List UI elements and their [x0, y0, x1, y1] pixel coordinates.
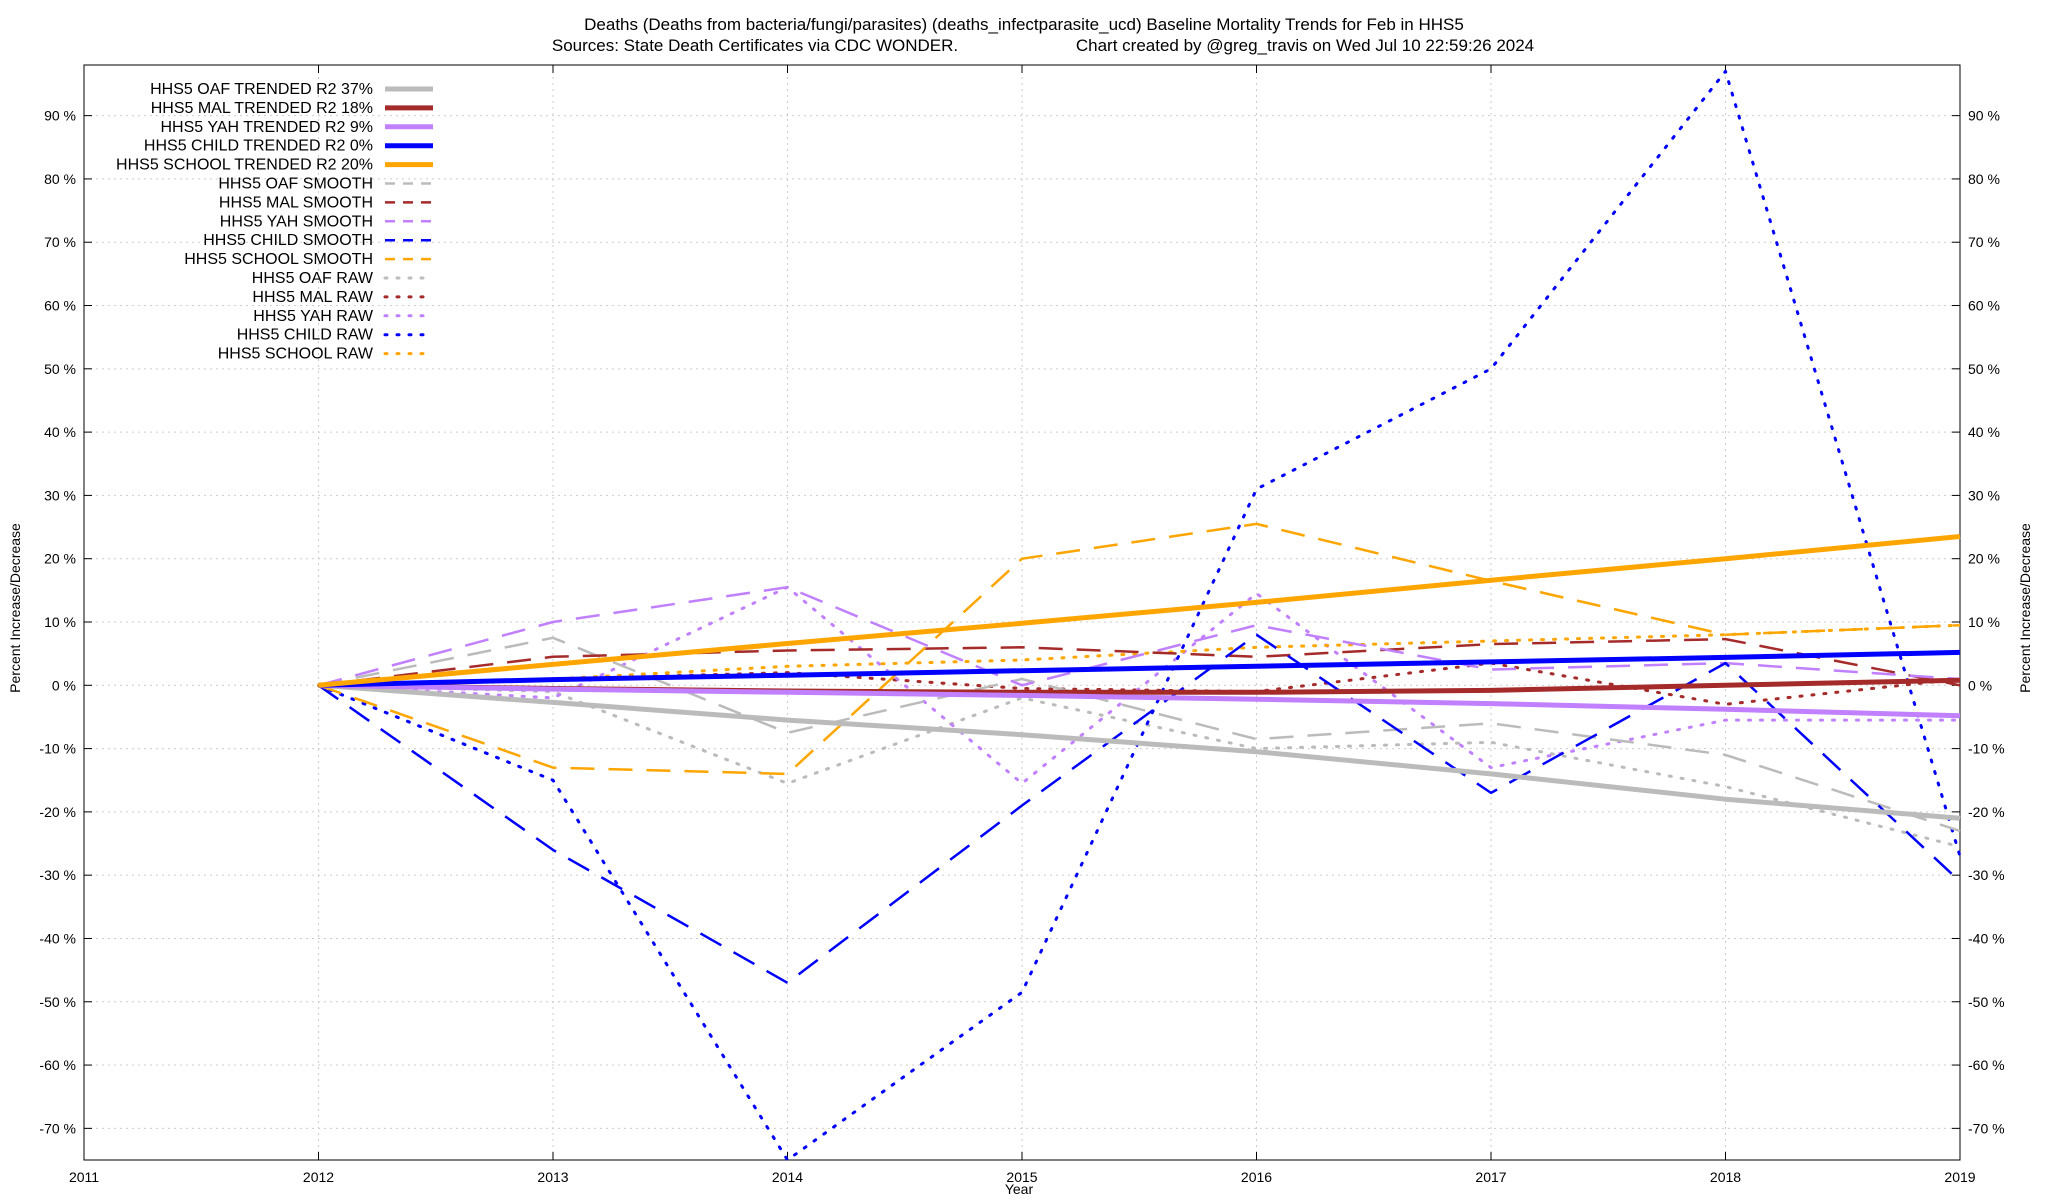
legend-label: HHS5 YAH RAW: [253, 308, 374, 325]
legend-label: HHS5 CHILD SMOOTH: [203, 232, 373, 249]
legend-label: HHS5 OAF RAW: [252, 270, 374, 287]
legend-label: HHS5 MAL RAW: [252, 289, 374, 306]
legend-label: HHS5 OAF TRENDED R2 37%: [150, 81, 373, 98]
y-tick-label-left: -20 %: [39, 804, 76, 820]
series-line: [318, 585, 1961, 687]
x-axis-label: Year: [1005, 1181, 1034, 1197]
legend-label: HHS5 SCHOOL SMOOTH: [184, 251, 373, 268]
y-tick-label-left: -50 %: [39, 994, 76, 1010]
y-tick-label-left: 10 %: [44, 614, 76, 630]
y-tick-label-left: 60 %: [44, 298, 76, 314]
y-tick-label-left: 90 %: [44, 108, 76, 124]
y-tick-label-left: 30 %: [44, 487, 76, 503]
x-tick-label: 2011: [69, 1169, 99, 1185]
y-tick-label-right: 80 %: [1968, 171, 2000, 187]
legend-label: HHS5 MAL TRENDED R2 18%: [151, 100, 373, 117]
series-line: [318, 682, 1961, 719]
y-tick-label-right: 30 %: [1968, 487, 2000, 503]
y-tick-label-right: -30 %: [1968, 867, 2005, 883]
legend-label: HHS5 YAH TRENDED R2 9%: [160, 119, 373, 136]
y-tick-label-left: 80 %: [44, 171, 76, 187]
series-line: [317, 623, 1962, 687]
y-axis-label-left: Percent Increase/Decrease: [7, 523, 23, 693]
legend-label: HHS5 OAF SMOOTH: [218, 176, 373, 193]
x-tick-label: 2013: [537, 1169, 568, 1185]
x-tick-label: 2019: [1944, 1169, 1975, 1185]
y-tick-label-left: -60 %: [39, 1057, 76, 1073]
series-line: [318, 682, 1961, 821]
x-tick-label: 2016: [1241, 1169, 1272, 1185]
chart-title-source: Sources: State Death Certificates via CD…: [552, 36, 958, 55]
x-tick-label: 2015: [1006, 1169, 1037, 1185]
y-tick-label-right: 50 %: [1968, 361, 2000, 377]
legend-label: HHS5 YAH SMOOTH: [220, 213, 373, 230]
series-line: [318, 649, 1961, 688]
x-tick-label: 2012: [303, 1169, 334, 1185]
y-tick-label-left: -30 %: [39, 867, 76, 883]
y-tick-label-left: 70 %: [44, 234, 76, 250]
y-tick-label-right: -50 %: [1968, 994, 2005, 1010]
series-line: [317, 69, 1962, 1162]
y-tick-label-right: 90 %: [1968, 108, 2000, 124]
y-tick-label-right: 70 %: [1968, 234, 2000, 250]
y-tick-label-right: 60 %: [1968, 298, 2000, 314]
y-tick-label-right: -40 %: [1968, 930, 2005, 946]
x-tick-label: 2018: [1710, 1169, 1741, 1185]
x-tick-label: 2014: [772, 1169, 803, 1185]
y-tick-label-right: -10 %: [1968, 741, 2005, 757]
y-tick-label-left: 0 %: [52, 677, 76, 693]
chart-title-credit: Chart created by @greg_travis on Wed Jul…: [1076, 36, 1534, 55]
legend: HHS5 OAF TRENDED R2 37% HHS5 MAL TRENDED …: [116, 81, 435, 363]
y-tick-label-left: -10 %: [39, 741, 76, 757]
legend-label: HHS5 CHILD RAW: [237, 327, 374, 344]
x-tick-label: 2017: [1475, 1169, 1506, 1185]
legend-label: HHS5 SCHOOL TRENDED R2 20%: [116, 157, 373, 174]
series-line: [318, 636, 1961, 833]
y-tick-label-right: 40 %: [1968, 424, 2000, 440]
series-lines: [317, 69, 1962, 1162]
axis-ticks: 2011 2012 2013 2014 2015 2016 2017 2018 2019 -70 …: [39, 65, 2005, 1185]
y-tick-label-right: -70 %: [1968, 1120, 2005, 1136]
series-line: [318, 522, 1961, 776]
y-tick-label-left: 40 %: [44, 424, 76, 440]
series-line: [318, 534, 1961, 688]
y-tick-label-left: 50 %: [44, 361, 76, 377]
y-tick-label-right: 0 %: [1968, 677, 1992, 693]
y-tick-label-left: -40 %: [39, 930, 76, 946]
y-tick-label-left: 20 %: [44, 551, 76, 567]
y-axis-label-right: Percent Increase/Decrease: [2017, 523, 2033, 693]
legend-label: HHS5 SCHOOL RAW: [218, 346, 374, 363]
y-tick-label-left: -70 %: [39, 1120, 76, 1136]
series-line: [318, 637, 1961, 687]
legend-label: HHS5 CHILD TRENDED R2 0%: [144, 138, 373, 155]
y-tick-label-right: 10 %: [1968, 614, 2000, 630]
chart-title-line1: Deaths (Deaths from bacteria/fungi/paras…: [584, 15, 1464, 34]
y-tick-label-right: 20 %: [1968, 551, 2000, 567]
y-tick-label-right: -20 %: [1968, 804, 2005, 820]
legend-label: HHS5 MAL SMOOTH: [219, 194, 373, 211]
y-tick-label-right: -60 %: [1968, 1057, 2005, 1073]
